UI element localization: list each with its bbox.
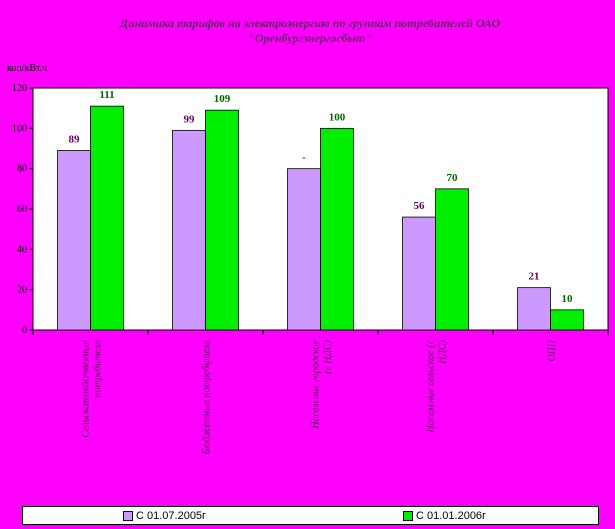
bar-series-1 [402,216,436,331]
category-label-line: Население городское [311,339,322,429]
category-label-line: (с НДС) [323,339,334,374]
category-label: Бюджетные потребители [202,340,213,456]
chart-title-line-1: Динамика тарифов на электроэнергию по гр… [119,16,501,30]
data-label-series-2: 111 [99,89,114,101]
category-label-line: Сельскохозяйственные [81,339,92,437]
category-label-line: Население сельское (с [426,339,437,433]
category-label-line: потребители [93,340,104,397]
bar-series-2 [90,105,124,331]
bar-series-2 [205,109,239,331]
data-label-series-2: 100 [329,111,346,123]
legend-item-series-1: С 01.07.2005г [123,510,206,522]
bar-series-1 [287,168,321,331]
y-tick-label: 100 [12,123,27,134]
bar-series-2 [435,188,469,331]
data-label-series-2: 70 [447,172,459,184]
data-label-series-1: 21 [529,271,540,283]
legend-label-series-1: С 01.07.2005г [136,509,207,522]
legend-swatch-series-2 [403,510,413,521]
legend-item-series-2: С 01.01.2006г [403,510,486,522]
data-label-series-1: 56 [414,200,426,212]
category-label-line: ОПП [547,339,558,361]
data-label-series-1: 89 [69,134,81,146]
category-labels: Сельскохозяйственные потребители Бюджетные… [81,339,558,455]
data-label-series-2: 109 [214,93,231,105]
category-label-line: Бюджетные потребители [202,340,213,456]
data-label-series-1: - [302,152,306,164]
category-label: Население городское (с НДС) [311,339,334,429]
category-label: Население сельское (с НДС) [426,339,449,433]
bar-series-1 [172,129,206,331]
bar-series-1 [517,287,551,331]
category-label-line: НДС) [438,339,449,364]
legend-label-series-2: С 01.01.2006г [416,509,487,522]
x-axis-ticks [32,330,609,335]
category-label: Сельскохозяйственные потребители [81,339,104,437]
category-label: ОПП [547,339,558,361]
legend-swatch-series-1 [123,510,133,521]
data-label-series-2: 10 [562,293,574,305]
y-axis-label: коп/кВт.ч [7,63,47,74]
y-tick-label: 40 [17,244,27,255]
data-label-series-1: 99 [184,113,196,125]
y-tick-label: 20 [17,285,27,296]
y-axis-ticks: 0 20 40 60 80 100 120 [12,83,33,336]
bar-series-1 [57,150,91,331]
y-tick-label: 0 [22,325,27,336]
bar-series-2 [550,309,584,331]
y-tick-label: 80 [17,164,27,175]
chart-title-line-2: "Оренбургэнергосбыт" [248,31,372,45]
y-tick-label: 60 [17,204,27,215]
bars-group: 89 111 99 109 - 100 56 70 21 10 [57,89,584,331]
y-tick-label: 120 [12,83,27,94]
legend: С 01.07.2005г С 01.01.2006г [22,506,599,525]
bar-series-2 [320,127,354,331]
